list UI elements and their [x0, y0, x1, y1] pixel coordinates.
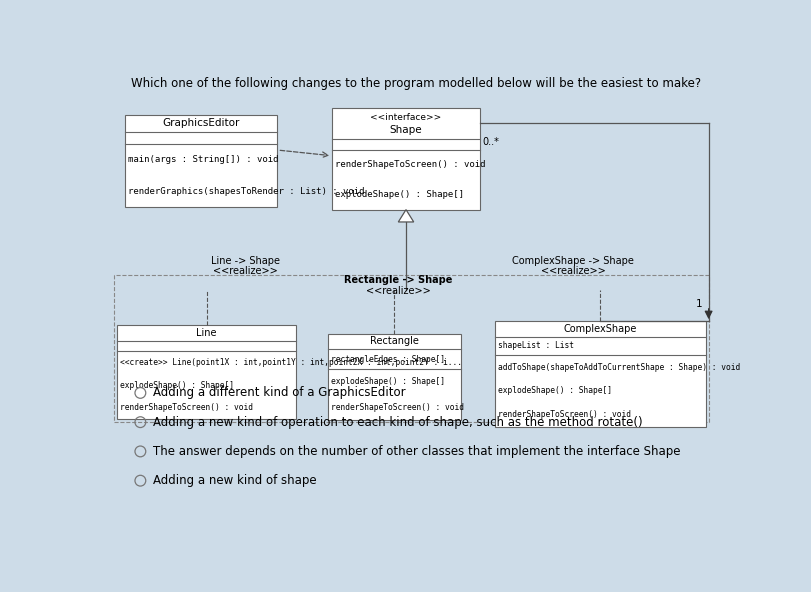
Bar: [332, 108, 480, 210]
Text: Adding a different kind of a GraphicsEditor: Adding a different kind of a GraphicsEdi…: [153, 387, 406, 400]
Text: 0..*: 0..*: [483, 137, 499, 147]
Text: The answer depends on the number of other classes that implement the interface S: The answer depends on the number of othe…: [153, 445, 681, 458]
Text: renderShapeToScreen() : void: renderShapeToScreen() : void: [332, 403, 465, 411]
Polygon shape: [398, 210, 414, 222]
Bar: [328, 334, 461, 420]
Text: Line -> Shape: Line -> Shape: [212, 256, 281, 266]
Text: Line: Line: [196, 328, 217, 338]
Text: Rectangle -> Shape: Rectangle -> Shape: [344, 275, 453, 285]
Bar: [125, 115, 277, 207]
Text: ComplexShape: ComplexShape: [564, 324, 637, 334]
Text: addToShape(shapeToAddToCurrentShape : Shape) : void: addToShape(shapeToAddToCurrentShape : Sh…: [498, 363, 740, 372]
Text: GraphicsEditor: GraphicsEditor: [162, 118, 240, 128]
Text: renderGraphics(shapesToRender : List) : void: renderGraphics(shapesToRender : List) : …: [128, 187, 364, 196]
Text: <<realize>>: <<realize>>: [366, 287, 431, 296]
Text: renderShapeToScreen() : void: renderShapeToScreen() : void: [120, 403, 253, 412]
Text: shapeList : List: shapeList : List: [498, 342, 573, 350]
Text: Adding a new kind of shape: Adding a new kind of shape: [153, 474, 317, 487]
Bar: [118, 325, 296, 419]
Text: renderShapeToScreen() : void: renderShapeToScreen() : void: [335, 160, 486, 169]
Text: explodeShape() : Shape[]: explodeShape() : Shape[]: [120, 381, 234, 390]
Text: <<realize>>: <<realize>>: [213, 266, 278, 276]
Text: Adding a new kind of operation to each kind of shape, such as the method rotate(: Adding a new kind of operation to each k…: [153, 416, 643, 429]
Text: <<interface>>: <<interface>>: [371, 112, 442, 122]
Text: rectangleEdges : Shape[]: rectangleEdges : Shape[]: [332, 355, 445, 363]
Text: explodeShape() : Shape[]: explodeShape() : Shape[]: [335, 190, 464, 199]
Bar: [114, 275, 710, 422]
Text: ComplexShape -> Shape: ComplexShape -> Shape: [513, 256, 634, 266]
Text: <<realize>>: <<realize>>: [541, 266, 606, 276]
Text: Shape: Shape: [390, 125, 423, 135]
Text: Rectangle: Rectangle: [370, 336, 419, 346]
Text: renderShapeToScreen() : void: renderShapeToScreen() : void: [498, 410, 631, 419]
Text: main(args : String[]) : void: main(args : String[]) : void: [128, 156, 278, 165]
Text: Which one of the following changes to the program modelled below will be the eas: Which one of the following changes to th…: [131, 77, 701, 90]
Text: explodeShape() : Shape[]: explodeShape() : Shape[]: [498, 387, 611, 395]
Text: 1: 1: [696, 300, 702, 310]
Text: <<create>> Line(point1X : int,point1Y : int,point2X : int,point2Y : i...: <<create>> Line(point1X : int,point1Y : …: [120, 358, 462, 367]
Text: explodeShape() : Shape[]: explodeShape() : Shape[]: [332, 377, 445, 386]
Bar: [495, 321, 706, 427]
